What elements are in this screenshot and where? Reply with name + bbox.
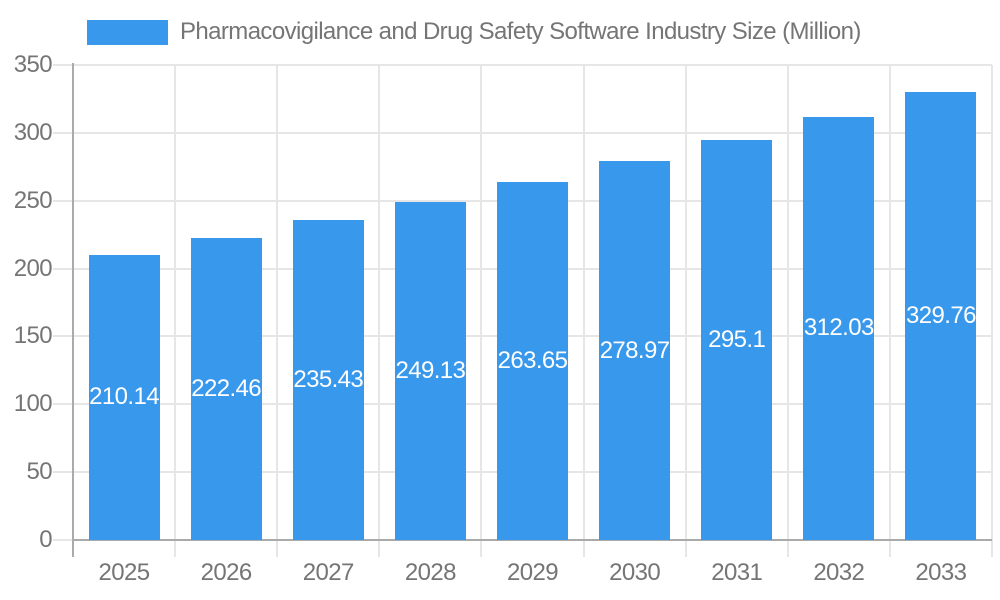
bar[interactable] [905,92,977,540]
bar[interactable] [88,254,160,540]
bar[interactable] [701,139,773,540]
legend-label: Pharmacovigilance and Drug Safety Softwa… [180,18,861,45]
y-axis-tick-label: 100 [13,390,53,418]
x-axis-tick-label: 2033 [915,559,967,586]
category-boundary-line [174,65,177,557]
y-axis-tick-label: 200 [13,254,53,282]
bar-value-label: 312.03 [803,314,874,342]
category-boundary-line [888,65,891,557]
y-axis-tick-label: 150 [13,322,53,350]
y-axis-tick-label: 50 [26,458,53,486]
bar-value-label: 329.76 [906,302,976,330]
y-axis-tick-label: 0 [39,526,52,553]
gridline [53,64,992,66]
category-boundary-line [684,65,687,557]
x-axis-tick-label: 2030 [609,559,661,586]
x-axis-tick-label: 2026 [200,559,253,586]
bar-value-label: 263.65 [497,347,568,375]
bar-value-label: 222.46 [191,375,262,403]
legend-swatch[interactable] [87,19,168,45]
y-axis-line [72,63,74,557]
bar[interactable] [190,238,262,540]
bar[interactable] [803,116,875,540]
x-axis-tick-label: 2032 [813,559,865,586]
bar[interactable] [599,161,671,540]
x-axis-tick-label: 2028 [404,559,457,586]
bar-value-label: 249.13 [395,356,466,384]
x-axis-tick-label: 2025 [98,559,151,586]
bar[interactable] [394,201,466,540]
category-boundary-line [582,65,585,557]
bar-value-label: 210.14 [89,383,159,411]
bar[interactable] [292,220,364,540]
x-axis-tick-label: 2031 [711,559,763,586]
bar-value-label: 295.1 [708,325,766,353]
category-boundary-line [480,65,483,557]
y-axis-tick-label: 350 [13,51,53,78]
category-boundary-line [276,65,279,557]
gridline [53,131,992,134]
y-axis-tick-label: 300 [13,118,53,146]
bar[interactable] [497,182,568,540]
x-axis-line [73,539,992,541]
bar-value-label: 235.43 [293,366,364,394]
x-axis-tick-label: 2029 [506,559,559,586]
x-axis-tick-label: 2027 [302,559,355,586]
bar-value-label: 278.97 [599,336,670,364]
category-boundary-line [786,65,789,557]
legend-item[interactable]: Pharmacovigilance and Drug Safety Softwa… [87,18,861,45]
category-boundary-line [378,65,381,557]
y-axis-tick-label: 250 [13,186,53,214]
category-boundary-line [991,65,993,557]
